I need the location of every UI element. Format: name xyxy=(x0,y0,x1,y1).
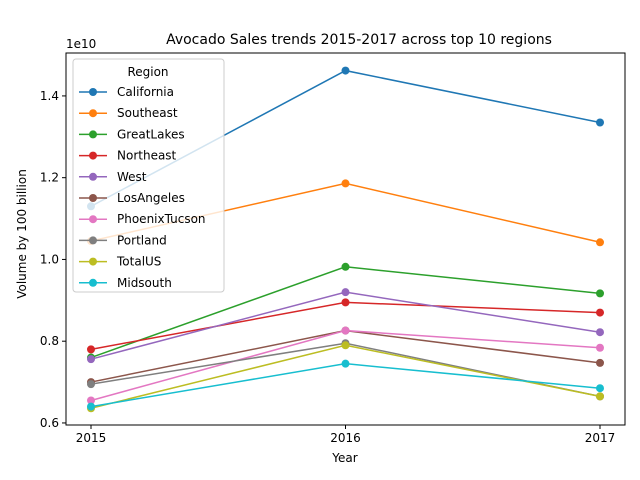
legend-item-portland: Portland xyxy=(79,233,167,247)
series-west xyxy=(87,288,604,364)
legend-title: Region xyxy=(127,65,168,79)
y-tick-label: 0.8 xyxy=(40,334,59,348)
y-axis-ticks: 0.6 0.8 1.0 1.2 1.4 xyxy=(40,89,66,430)
legend-item-california: California xyxy=(79,85,174,99)
legend-label-totalus: TotalUS xyxy=(116,255,161,269)
series-layer xyxy=(87,66,604,413)
data-point-california xyxy=(341,66,350,75)
legend-label-midsouth: Midsouth xyxy=(117,276,172,290)
y-tick-label: 1.0 xyxy=(40,252,59,266)
legend-label-portland: Portland xyxy=(117,233,167,247)
x-axis-ticks: 2015 2016 2017 xyxy=(76,425,616,445)
legend-marker-california xyxy=(89,88,97,96)
legend-marker-losangeles xyxy=(89,194,97,202)
series-phoenixtucson xyxy=(87,326,604,405)
chart-title: Avocado Sales trends 2015-2017 across to… xyxy=(166,32,552,48)
data-point-west xyxy=(341,288,350,297)
legend-marker-portland xyxy=(89,236,97,245)
legend-marker-phoenixtucson xyxy=(89,215,97,224)
x-tick-label: 2016 xyxy=(330,431,361,445)
legend-marker-totalus xyxy=(89,257,97,266)
legend-marker-southeast xyxy=(89,109,97,118)
legend-label-phoenixtucson: PhoenixTucson xyxy=(117,212,206,226)
data-point-west xyxy=(87,355,95,364)
legend-items: California Southeast GreatLakes Northeast We… xyxy=(79,85,206,290)
data-point-northeast xyxy=(341,298,350,307)
legend-label-california: California xyxy=(117,85,174,99)
legend-item-west: West xyxy=(79,170,147,184)
data-point-west xyxy=(596,328,604,337)
data-point-totalus xyxy=(596,392,604,401)
series-northeast xyxy=(87,298,604,354)
legend-item-southeast: Southeast xyxy=(79,106,178,120)
series-midsouth xyxy=(87,359,604,411)
y-axis-title: Volume by 100 billion xyxy=(15,169,29,299)
y-axis-offset-label: 1e10 xyxy=(66,37,96,51)
legend-marker-midsouth xyxy=(89,278,97,287)
legend-label-losangeles: LosAngeles xyxy=(117,191,185,205)
data-point-greatlakes xyxy=(341,262,350,271)
legend: Region California Southeast GreatLakes Nort… xyxy=(72,58,225,293)
legend-marker-greatlakes xyxy=(89,130,97,139)
data-point-midsouth xyxy=(596,384,604,393)
data-point-losangeles xyxy=(596,358,604,367)
x-tick-label: 2015 xyxy=(76,431,107,445)
legend-label-west: West xyxy=(117,170,147,184)
legend-item-phoenixtucson: PhoenixTucson xyxy=(79,212,206,226)
data-point-greatlakes xyxy=(596,289,604,298)
data-point-portland xyxy=(87,380,95,389)
data-point-phoenixtucson xyxy=(596,343,604,352)
data-point-southeast xyxy=(596,238,604,247)
data-point-midsouth xyxy=(341,359,350,368)
y-tick-label: 1.4 xyxy=(40,89,59,103)
legend-label-southeast: Southeast xyxy=(117,106,178,120)
legend-item-midsouth: Midsouth xyxy=(79,276,172,290)
data-point-northeast xyxy=(87,345,95,354)
legend-box xyxy=(72,58,225,293)
x-tick-label: 2017 xyxy=(585,431,616,445)
legend-item-northeast: Northeast xyxy=(79,149,177,163)
legend-item-totalus: TotalUS xyxy=(79,255,161,269)
x-axis-title: Year xyxy=(331,451,357,465)
legend-label-greatlakes: GreatLakes xyxy=(117,127,185,141)
legend-item-greatlakes: GreatLakes xyxy=(79,127,185,141)
data-point-southeast xyxy=(341,179,350,188)
data-point-totalus xyxy=(341,341,350,350)
legend-item-losangeles: LosAngeles xyxy=(79,191,185,205)
legend-marker-northeast xyxy=(89,151,97,160)
legend-label-northeast: Northeast xyxy=(117,149,177,163)
y-tick-label: 0.6 xyxy=(40,416,59,430)
data-point-california xyxy=(596,118,604,127)
y-tick-label: 1.2 xyxy=(40,171,59,185)
data-point-phoenixtucson xyxy=(341,326,350,335)
data-point-midsouth xyxy=(87,402,95,411)
data-point-phoenixtucson xyxy=(87,396,95,405)
legend-marker-west xyxy=(89,172,97,181)
data-point-northeast xyxy=(596,308,604,317)
